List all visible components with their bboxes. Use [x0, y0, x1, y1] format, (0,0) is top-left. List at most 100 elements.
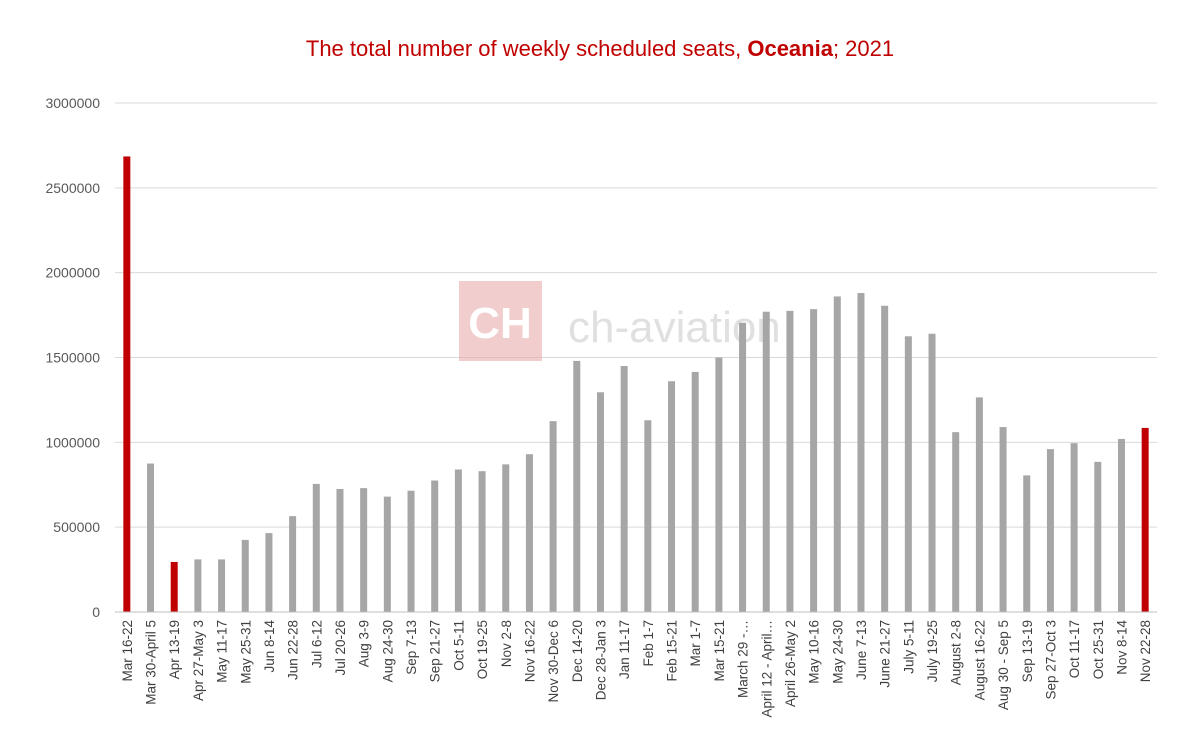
y-tick-label: 0 — [92, 604, 100, 620]
bar — [620, 365, 628, 612]
bar — [549, 421, 557, 612]
y-tick-label: 1000000 — [45, 434, 100, 450]
bar — [147, 463, 155, 612]
y-tick-label: 1500000 — [45, 350, 100, 366]
watermark-logo-box — [459, 281, 542, 361]
bar — [170, 561, 178, 612]
bar — [123, 156, 131, 612]
bars — [123, 156, 1149, 612]
x-tick-label: Dec 14-20 — [570, 620, 585, 682]
x-tick-label: Nov 22-28 — [1138, 620, 1153, 682]
bar — [904, 336, 912, 612]
bar — [194, 559, 202, 612]
x-tick-label: June 7-13 — [854, 620, 869, 680]
bar — [241, 539, 249, 612]
x-tick-label: Jul 6-12 — [309, 620, 324, 668]
y-tick-label: 3000000 — [45, 95, 100, 111]
gridlines — [115, 102, 1157, 528]
bar — [218, 559, 226, 612]
bar — [952, 432, 960, 612]
bar — [1117, 438, 1125, 612]
x-tick-label: Sep 13-19 — [1020, 620, 1035, 682]
bar — [786, 310, 794, 612]
x-tick-label: Oct 11-17 — [1067, 620, 1082, 678]
bar — [265, 533, 273, 612]
bar — [691, 371, 699, 612]
x-tick-label: Jul 20-26 — [333, 620, 348, 676]
x-tick-label: Nov 2-8 — [499, 620, 514, 667]
bar — [431, 480, 439, 612]
x-tick-label: Mar 30-April 5 — [144, 620, 159, 705]
x-tick-label: Nov 8-14 — [1114, 620, 1129, 675]
x-tick-label: August 2-8 — [949, 620, 964, 685]
x-tick-label: Jun 22-28 — [286, 620, 301, 680]
y-tick-label: 500000 — [53, 519, 100, 535]
bar — [668, 381, 676, 612]
x-tick-label: May 25-31 — [238, 620, 253, 684]
x-tick-label: Aug 30 - Sep 5 — [996, 620, 1011, 710]
bar — [857, 293, 865, 612]
x-tick-label: Oct 19-25 — [475, 620, 490, 679]
x-tick-label: March 29 -… — [736, 620, 751, 698]
x-tick-label: May 24-30 — [830, 620, 845, 684]
bar — [999, 427, 1007, 612]
bar — [975, 397, 983, 612]
x-tick-label: Oct 25-31 — [1091, 620, 1106, 679]
y-axis-ticks: 0 500000 1000000 1500000 2000000 2500000 30000… — [45, 95, 100, 620]
x-tick-label: Mar 1-7 — [688, 620, 703, 667]
x-tick-label: Jun 8-14 — [262, 620, 277, 673]
x-axis-ticks: Mar 16-22 Mar 30-April 5 Apr 13-19 Apr 27-M… — [120, 620, 1153, 718]
y-tick-label: 2500000 — [45, 180, 100, 196]
chart-title: The total number of weekly scheduled sea… — [305, 36, 895, 61]
x-tick-label: Apr 27-May 3 — [191, 620, 206, 701]
bar — [1046, 449, 1054, 612]
bar — [739, 322, 747, 612]
x-tick-label: Nov 30-Dec 6 — [546, 620, 561, 703]
x-tick-label: Nov 16-22 — [522, 620, 537, 682]
bar — [810, 309, 818, 612]
x-tick-label: Dec 28-Jan 3 — [593, 620, 608, 700]
bar — [573, 360, 581, 612]
x-tick-label: Aug 24-30 — [380, 620, 395, 682]
bar — [360, 488, 368, 612]
bar — [1023, 475, 1031, 612]
x-tick-label: Oct 5-11 — [451, 620, 466, 671]
x-tick-label: April 26-May 2 — [783, 620, 798, 707]
x-tick-label: Aug 3-9 — [357, 620, 372, 667]
bar — [596, 392, 604, 612]
bar — [1141, 427, 1149, 612]
bar — [383, 496, 391, 612]
x-tick-label: Feb 15-21 — [665, 620, 680, 682]
bar — [407, 490, 415, 612]
x-tick-label: May 10-16 — [807, 620, 822, 684]
bar — [1070, 443, 1078, 612]
x-tick-label: June 21-27 — [878, 620, 893, 688]
x-tick-label: Sep 21-27 — [428, 620, 443, 682]
bar — [715, 357, 723, 612]
bar — [1094, 461, 1102, 612]
x-tick-label: Apr 13-19 — [167, 620, 182, 679]
watermark: CH ch-aviation — [459, 281, 781, 361]
bar — [502, 464, 510, 612]
bar — [762, 311, 770, 612]
x-tick-label: Jan 11-17 — [617, 620, 632, 679]
bar — [928, 333, 936, 612]
x-tick-label: August 16-22 — [972, 620, 987, 700]
watermark-text: ch-aviation — [568, 303, 781, 352]
bar — [289, 516, 297, 612]
bar — [336, 488, 344, 612]
bar — [525, 454, 533, 612]
bar — [644, 420, 652, 612]
x-tick-label: July 19-25 — [925, 620, 940, 682]
x-tick-label: Sep 7-13 — [404, 620, 419, 675]
x-tick-label: Mar 16-22 — [120, 620, 135, 682]
x-tick-label: Sep 27-Oct 3 — [1043, 620, 1058, 700]
x-tick-label: Mar 15-21 — [712, 620, 727, 682]
bar — [312, 483, 320, 612]
bar — [881, 305, 889, 612]
bar — [454, 469, 462, 612]
x-tick-label: July 5-11 — [901, 620, 916, 674]
x-tick-label: May 11-17 — [215, 620, 230, 683]
y-tick-label: 2000000 — [45, 265, 100, 281]
bar — [833, 296, 841, 612]
